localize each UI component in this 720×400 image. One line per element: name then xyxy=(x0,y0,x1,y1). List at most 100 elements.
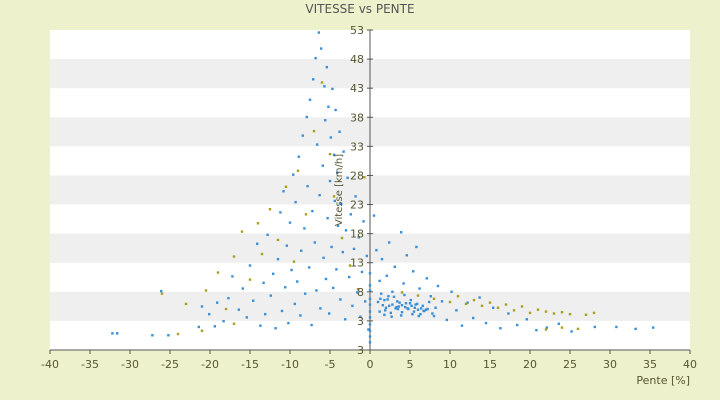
x-tick-label: -5 xyxy=(325,358,336,371)
scatter-point-blue xyxy=(368,289,372,292)
scatter-point-blue xyxy=(434,306,437,309)
scatter-point-blue xyxy=(396,307,400,311)
scatter-point-blue xyxy=(525,318,528,321)
scatter-point-blue xyxy=(237,308,240,311)
scatter-point-blue xyxy=(266,233,269,236)
scatter-point-blue xyxy=(400,311,404,314)
scatter-point-blue xyxy=(432,314,436,318)
scatter-point-blue xyxy=(294,200,297,204)
scatter-point-blue xyxy=(570,330,573,333)
scatter-point-olive xyxy=(496,306,500,309)
scatter-point-blue xyxy=(248,264,252,267)
scatter-point-blue xyxy=(368,323,372,326)
scatter-point-blue xyxy=(412,270,415,273)
scatter-point-blue xyxy=(288,221,292,224)
y-tick-label: 43 xyxy=(350,82,364,95)
scatter-point-blue xyxy=(314,56,317,60)
scatter-point-blue xyxy=(404,302,408,305)
scatter-point-blue xyxy=(392,295,396,299)
scatter-point-blue xyxy=(472,316,475,320)
scatter-point-blue xyxy=(414,303,417,306)
scatter-point-blue xyxy=(398,301,401,304)
scatter-point-blue xyxy=(326,216,329,220)
scatter-point-blue xyxy=(415,245,418,249)
scatter-point-blue xyxy=(332,153,336,156)
scatter-point-blue xyxy=(440,300,444,303)
scatter-point-blue xyxy=(484,321,488,325)
scatter-point-blue xyxy=(297,155,300,158)
scatter-point-blue xyxy=(460,324,464,327)
scatter-point-blue xyxy=(329,136,332,139)
scatter-point-olive xyxy=(576,327,580,331)
scatter-point-blue xyxy=(380,292,383,295)
scatter-point-olive xyxy=(536,308,540,311)
scatter-point-blue xyxy=(328,179,332,183)
scatter-point-blue xyxy=(282,190,285,193)
scatter-point-blue xyxy=(252,299,255,302)
scatter-point-blue xyxy=(418,287,421,290)
scatter-point-olive xyxy=(176,332,180,336)
scatter-point-blue xyxy=(389,311,392,315)
x-tick-label: 15 xyxy=(483,358,497,371)
scatter-point-blue xyxy=(334,108,337,112)
x-tick-label: -20 xyxy=(201,358,219,371)
scatter-point-blue xyxy=(208,312,211,316)
scatter-point-blue xyxy=(394,307,397,310)
scatter-point-olive xyxy=(348,264,352,267)
scatter-point-olive xyxy=(464,302,468,306)
chart-title: VITESSE vs PENTE xyxy=(305,2,415,16)
scatter-point-blue xyxy=(420,307,423,310)
scatter-point-blue xyxy=(284,286,287,289)
scatter-point-blue xyxy=(348,275,351,279)
x-tick-label: 35 xyxy=(643,358,657,371)
y-axis-title: Vitesse [km/h] xyxy=(334,154,345,226)
data-points xyxy=(111,31,655,344)
scatter-point-olive xyxy=(528,311,532,315)
scatter-point-olive xyxy=(216,271,220,274)
scatter-point-blue xyxy=(241,287,244,290)
scatter-point-blue xyxy=(354,195,357,198)
scatter-point-blue xyxy=(424,308,428,311)
scatter-point-blue xyxy=(344,229,348,232)
scatter-point-olive xyxy=(416,294,420,297)
scatter-point-blue xyxy=(259,324,262,327)
scatter-point-olive xyxy=(184,302,188,306)
scatter-point-blue xyxy=(403,293,406,297)
scatter-point-olive xyxy=(592,311,596,315)
scatter-point-blue xyxy=(426,307,429,311)
scatter-point-blue xyxy=(535,328,538,332)
scatter-point-blue xyxy=(397,305,400,308)
scatter-point-blue xyxy=(359,315,362,318)
scatter-point-olive xyxy=(448,300,452,304)
scatter-point-blue xyxy=(310,323,313,327)
scatter-point-blue xyxy=(393,265,396,268)
x-tick-label: -15 xyxy=(241,358,259,371)
scatter-point-blue xyxy=(375,248,378,252)
scatter-point-blue xyxy=(421,304,424,308)
scatter-point-blue xyxy=(293,302,296,306)
scatter-point-blue xyxy=(285,244,288,247)
scatter-point-blue xyxy=(200,305,204,308)
scatter-point-blue xyxy=(423,309,426,313)
scatter-point-blue xyxy=(306,184,309,188)
scatter-point-blue xyxy=(428,300,431,304)
scatter-point-blue xyxy=(507,312,510,315)
scatter-point-blue xyxy=(151,334,154,337)
scatter-point-blue xyxy=(290,268,293,272)
scatter-point-blue xyxy=(381,304,384,307)
scatter-point-blue xyxy=(296,280,299,283)
scatter-point-olive xyxy=(472,298,476,302)
scatter-point-blue xyxy=(384,309,387,312)
scatter-point-blue xyxy=(299,314,302,317)
x-tick-label: 25 xyxy=(563,358,577,371)
scatter-point-blue xyxy=(395,305,398,309)
scatter-point-olive xyxy=(340,236,344,240)
scatter-point-blue xyxy=(318,193,321,197)
scatter-point-blue xyxy=(387,295,390,298)
scatter-point-blue xyxy=(388,304,391,308)
scatter-point-blue xyxy=(336,171,339,174)
scatter-point-blue xyxy=(407,307,410,311)
scatter-point-olive xyxy=(552,312,556,315)
